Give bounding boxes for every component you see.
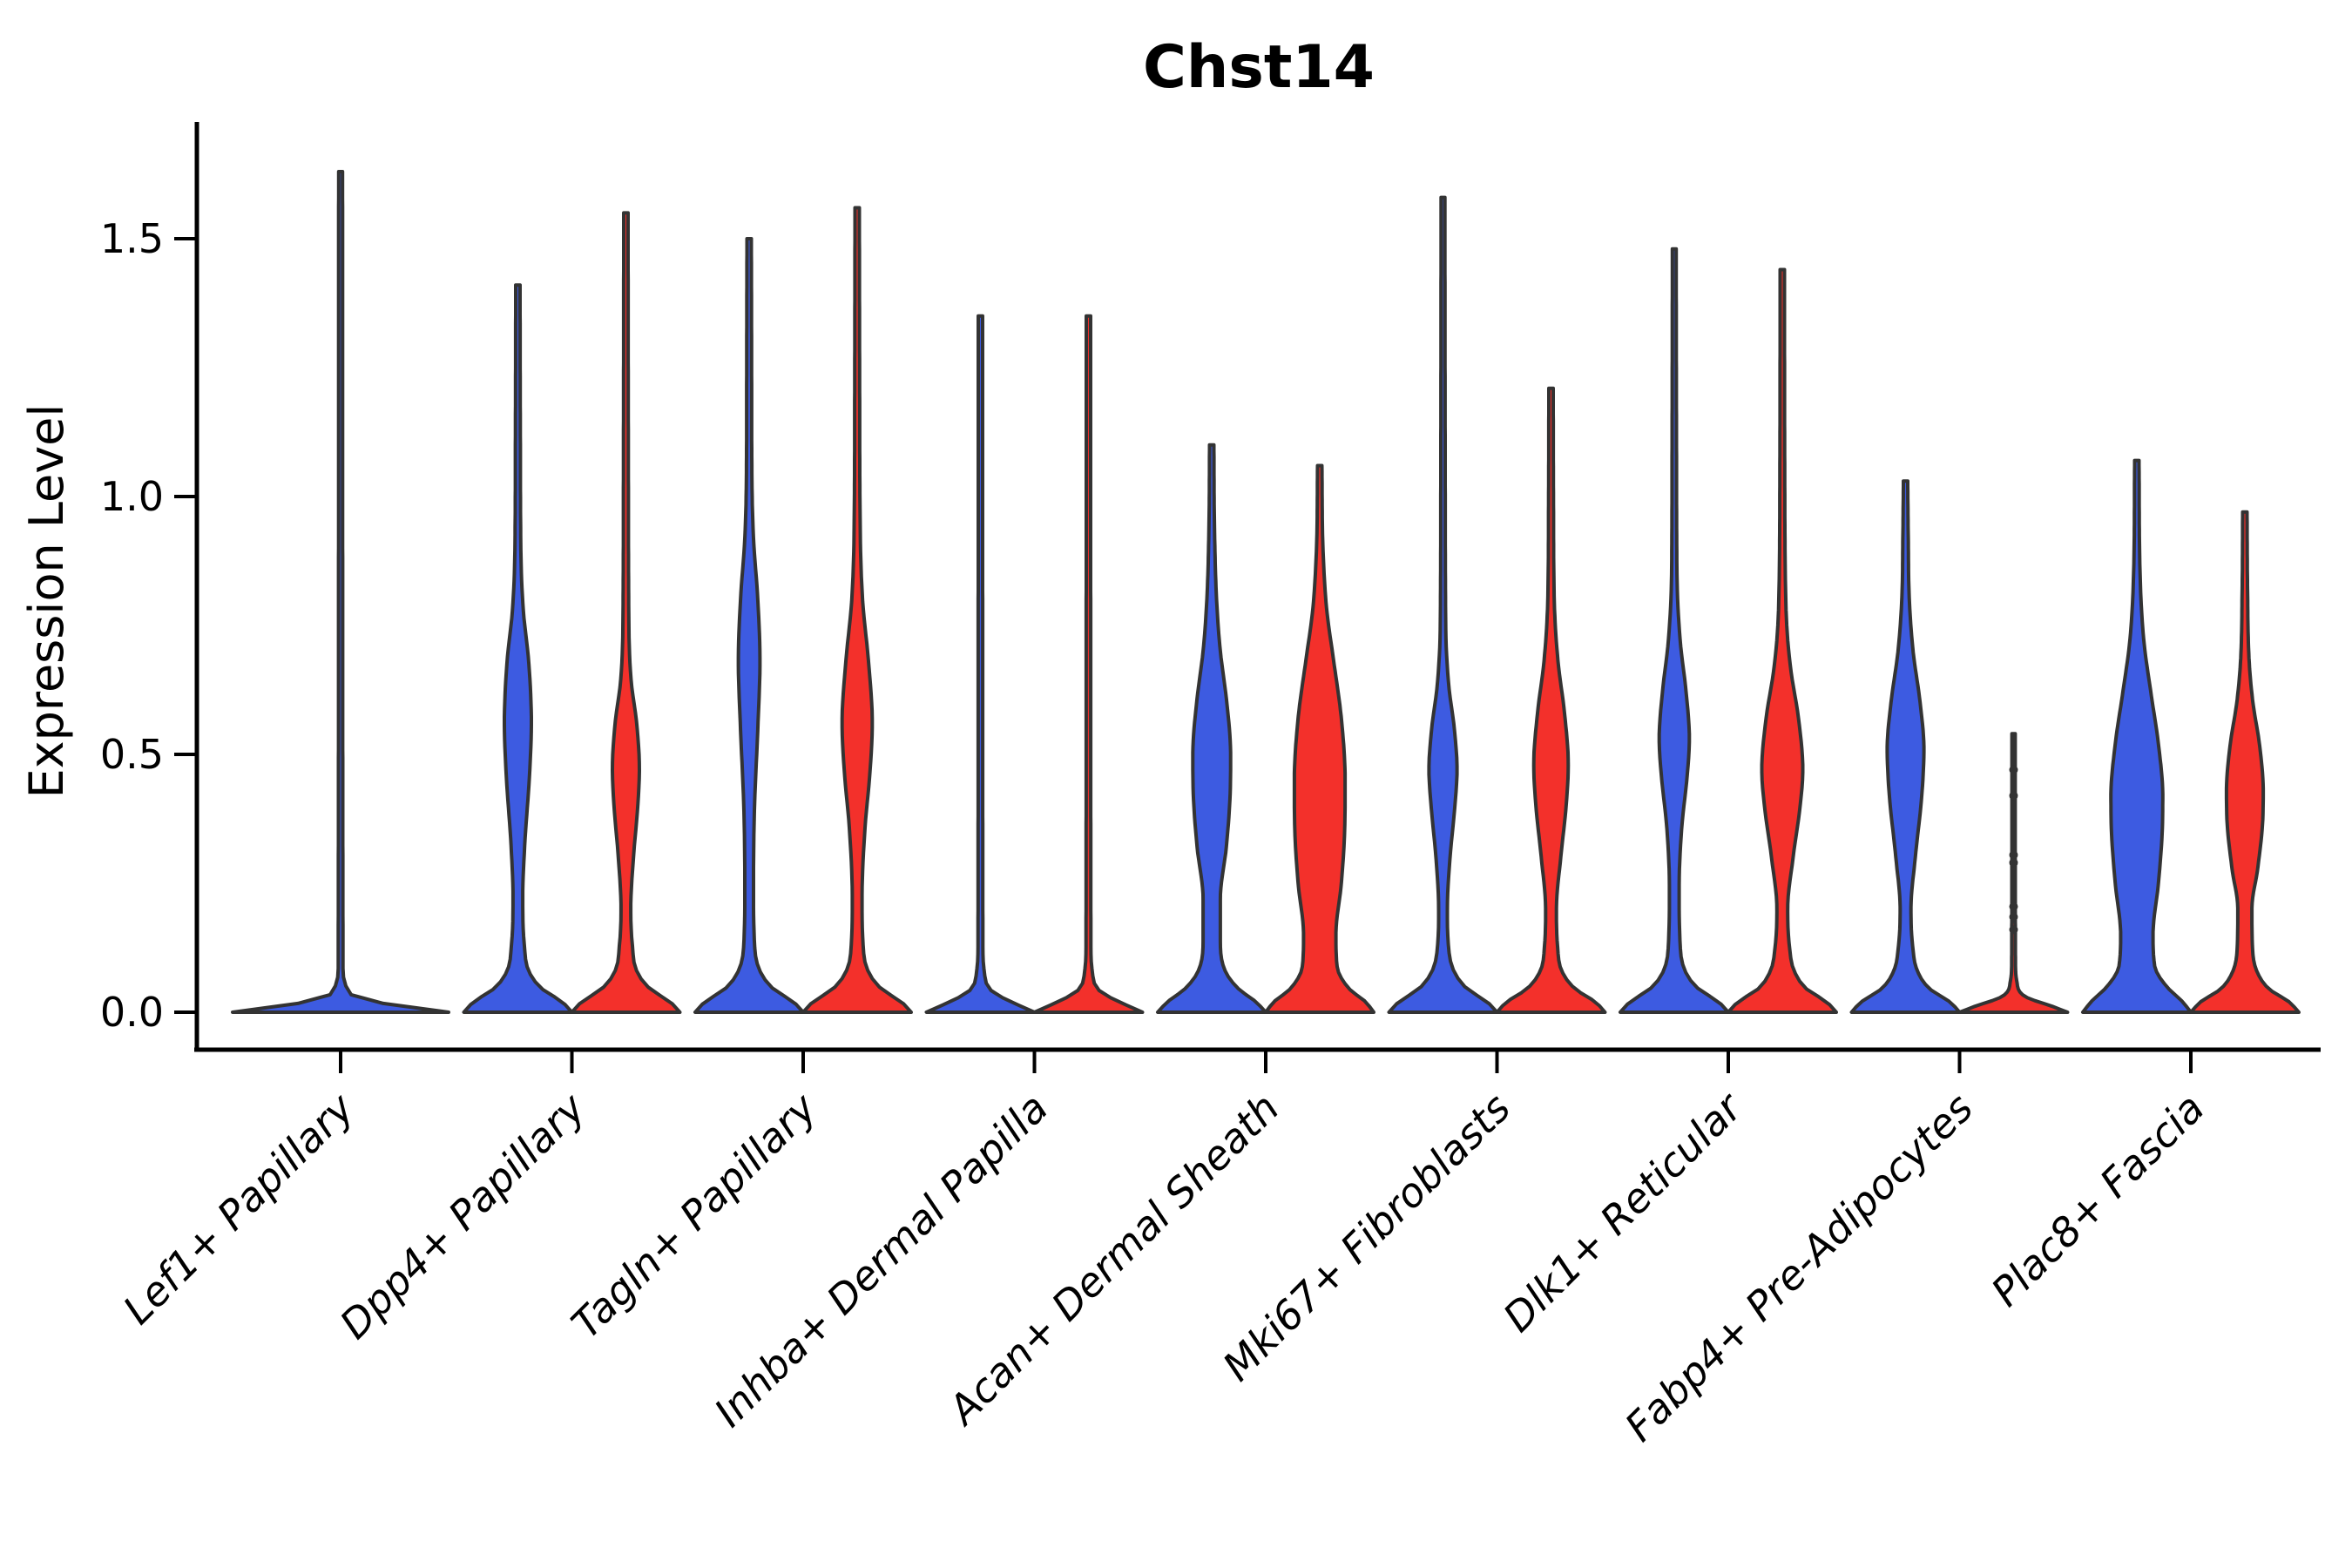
violin-plac8-blue: [2081, 458, 2193, 1014]
violin-fabp4-red: [1957, 732, 2070, 1014]
jitter-point: [2009, 858, 2018, 868]
jitter-point: [2009, 850, 2018, 860]
violin-plac8-red: [2189, 510, 2301, 1014]
violin-acan-blue: [1156, 443, 1267, 1014]
x-tick-label: Dpp4+ Papillary: [331, 1084, 595, 1348]
violin-dpp4-blue: [462, 283, 574, 1014]
violin-dlk1-blue: [1619, 247, 1730, 1014]
axes-layer: [174, 122, 2321, 1073]
y-tick-label: 0.0: [100, 989, 164, 1036]
chart-title: Chst14: [1143, 33, 1375, 102]
violin-inhba-red: [1032, 314, 1145, 1014]
violin-dpp4-red: [570, 211, 682, 1014]
violin-mki67-blue: [1387, 195, 1499, 1014]
violin-mki67-red: [1495, 386, 1607, 1014]
x-tick-label: Lef1+ Papillary: [114, 1084, 363, 1333]
violin-acan-red: [1264, 463, 1375, 1014]
y-axis-label: Expression Level: [19, 404, 74, 799]
violin-lef1-blue: [231, 170, 450, 1014]
jitter-point: [2009, 791, 2018, 801]
jitter-point: [2009, 925, 2018, 935]
violin-tagln-red: [801, 206, 913, 1014]
violin-fabp4-blue: [1849, 479, 1962, 1014]
violin-dlk1-red: [1727, 267, 1838, 1014]
x-tick-label: Plac8+ Fascia: [1982, 1085, 2213, 1315]
x-tick-label: Dlk1+ Reticular: [1494, 1082, 1753, 1341]
y-tick-label: 1.5: [100, 215, 164, 262]
jitter-point: [2009, 912, 2018, 922]
violin-tagln-blue: [693, 237, 805, 1014]
jitter-point: [2009, 902, 2018, 911]
violin-inhba-blue: [924, 314, 1037, 1014]
jitter-point: [2009, 765, 2018, 774]
y-tick-label: 0.5: [100, 731, 164, 778]
x-tick-label: Tagln+ Papillary: [562, 1084, 826, 1348]
y-tick-label: 1.0: [100, 473, 164, 520]
violins-layer: [231, 170, 2301, 1014]
